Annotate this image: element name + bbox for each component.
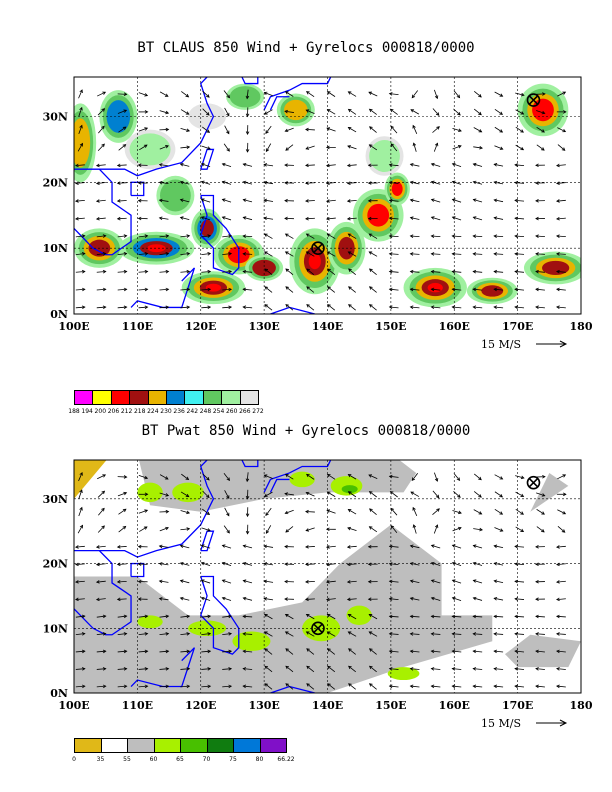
x-tick-label: 100E [58, 320, 89, 333]
colorbar-label: 80 [255, 756, 264, 763]
colorbar-label: 254 [212, 408, 225, 415]
x-tick-label: 120E [185, 320, 216, 333]
x-tick-label: 180 [570, 320, 593, 333]
panel1-title: BT CLAUS 850 Wind + Gyrelocs 000818/0000 [137, 40, 475, 56]
y-tick-label: 0N [50, 687, 68, 700]
gyre-marker [526, 93, 541, 107]
colorbar-swatch [100, 738, 128, 753]
colorbar-label: 194 [81, 408, 93, 415]
colorbar-swatch [153, 738, 181, 753]
colorbar-label: 65 [176, 756, 184, 763]
colorbar-label: 55 [123, 756, 131, 763]
colorbar-label: 218 [133, 408, 146, 415]
colorbar-label: 200 [94, 408, 107, 415]
colorbar-label: 272 [252, 408, 264, 415]
colorbar-swatch [74, 738, 102, 753]
x-tick-label: 160E [439, 320, 470, 333]
x-tick-label: 140E [312, 320, 343, 333]
colorbar-swatch [74, 390, 94, 405]
colorbar-label: 266 [239, 408, 251, 415]
colorbar-swatch [92, 390, 112, 405]
x-tick-label: 110E [122, 320, 153, 333]
colorbar-label: 188 [68, 408, 80, 415]
colorbar-label: 206 [107, 408, 120, 415]
colorbar-label: 35 [96, 756, 105, 763]
colorbar-swatch [180, 738, 208, 753]
colorbar-label: 230 [160, 408, 172, 415]
reference-vector-label: 15 M/S [481, 717, 521, 730]
x-tick-label: 150E [375, 699, 406, 712]
panel1-map: 100E 110E 120E 130E 140E 150E 160E 170E 180 0N 10N… [43, 76, 593, 351]
panel2-map: 100E 110E 120E 130E 140E 150E 160E 170E 180 0N 10N… [43, 459, 593, 730]
colorbar-label: 224 [147, 408, 159, 415]
x-tick-label: 130E [248, 699, 279, 712]
x-tick-label: 170E [502, 320, 533, 333]
gyre-marker [526, 475, 541, 490]
x-tick-label: 180 [570, 699, 593, 712]
colorbar-swatch [110, 390, 131, 405]
x-tick-label: 160E [439, 699, 470, 712]
x-tick-label: 170E [502, 699, 533, 712]
colorbar-swatch [166, 390, 186, 405]
colorbar-label: 242 [186, 408, 199, 415]
colorbar-label: 60 [149, 756, 158, 763]
colorbar-swatch [206, 738, 234, 753]
colorbar-swatch [184, 390, 204, 405]
reference-vector-label: 15 M/S [481, 338, 521, 351]
colorbar-label: 248 [199, 408, 212, 415]
x-tick-label: 140E [312, 699, 343, 712]
colorbar-swatch [233, 738, 261, 753]
colorbar-swatch [147, 390, 167, 405]
colorbar-swatch [221, 390, 241, 405]
panel2-title: BT Pwat 850 Wind + Gyrelocs 000818/0000 [141, 423, 471, 439]
colorbar-label: 212 [120, 408, 133, 415]
reference-vector-arrow [536, 340, 568, 348]
x-tick-label: 130E [248, 320, 279, 333]
colorbar-swatch [259, 738, 287, 753]
colorbar-swatch [239, 390, 259, 405]
colorbar-label: 236 [173, 408, 185, 415]
y-tick-label: 30N [43, 493, 68, 506]
y-tick-label: 0N [50, 308, 68, 321]
colorbar-swatch [202, 390, 223, 405]
colorbar-label: 0 [72, 756, 76, 763]
gyre-marker [311, 621, 325, 636]
y-tick-label: 10N [43, 622, 68, 635]
y-tick-label: 20N [43, 558, 68, 571]
colorbar-swatch [127, 738, 155, 753]
y-tick-label: 20N [43, 176, 68, 189]
colorbar-label: 70 [202, 756, 211, 763]
x-tick-label: 100E [58, 699, 89, 712]
y-tick-label: 30N [43, 111, 68, 124]
y-tick-label: 10N [43, 242, 68, 255]
colorbar-swatch [129, 390, 149, 405]
colorbar-label: 260 [225, 408, 238, 415]
x-tick-label: 110E [122, 699, 153, 712]
gyre-marker [311, 241, 325, 255]
colorbar-label: 75 [229, 756, 237, 763]
colorbar-label: 66.22 [277, 756, 295, 763]
x-tick-label: 120E [185, 699, 216, 712]
reference-vector-arrow [536, 719, 568, 727]
x-tick-label: 150E [375, 320, 406, 333]
